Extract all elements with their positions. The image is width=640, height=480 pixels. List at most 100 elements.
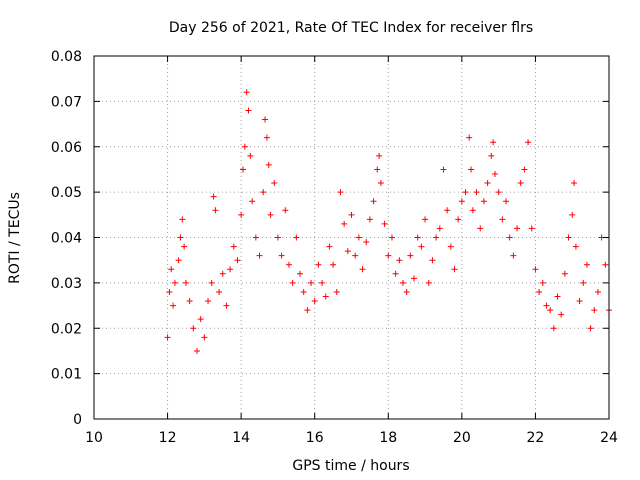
data-point	[230, 243, 237, 250]
data-point	[587, 325, 594, 332]
data-point	[282, 207, 289, 214]
data-point	[594, 288, 601, 295]
x-tick-label: 24	[600, 430, 618, 446]
x-tick-label: 14	[232, 430, 250, 446]
data-point	[528, 225, 535, 232]
data-point	[473, 189, 480, 196]
data-point	[366, 216, 373, 223]
data-point	[602, 261, 609, 268]
data-point	[247, 152, 254, 159]
data-point	[525, 139, 532, 146]
x-tick-label: 10	[85, 430, 103, 446]
data-point	[411, 275, 418, 282]
data-point	[558, 311, 565, 318]
y-tick-label: 0	[73, 412, 82, 428]
data-point	[488, 152, 495, 159]
data-point	[179, 216, 186, 223]
data-point	[374, 166, 381, 173]
data-point	[561, 270, 568, 277]
data-point	[571, 180, 578, 187]
x-axis-label: GPS time / hours	[292, 458, 409, 474]
data-point	[194, 347, 200, 354]
data-point	[422, 216, 429, 223]
y-tick-label: 0.08	[51, 49, 82, 65]
data-point	[400, 279, 406, 286]
data-point	[477, 225, 484, 232]
data-point	[466, 134, 473, 141]
data-point	[322, 293, 329, 300]
data-point	[219, 270, 226, 277]
data-point	[468, 166, 475, 173]
y-axis-label: ROTI / TECUs	[7, 192, 23, 284]
data-point	[543, 302, 550, 309]
data-point	[197, 316, 204, 323]
data-point	[403, 288, 410, 295]
data-point	[565, 234, 572, 241]
data-point	[388, 234, 395, 241]
y-tick-label: 0.01	[51, 367, 82, 383]
data-point	[238, 211, 245, 218]
chart-title: Day 256 of 2021, Rate Of TEC Index for r…	[169, 20, 533, 36]
data-point	[377, 180, 384, 187]
y-tick-label: 0.07	[51, 94, 82, 110]
data-point	[514, 225, 521, 232]
data-point	[186, 298, 193, 305]
data-point	[166, 288, 173, 295]
axis-ticks: 10 12 14 16 18 20 22 24 0 0.01 0.02 0.03 0.04 0.05 0.0…	[51, 49, 618, 446]
data-point	[344, 248, 351, 255]
data-point	[245, 107, 252, 114]
data-point	[227, 266, 234, 273]
data-point	[177, 234, 184, 241]
data-point	[252, 234, 259, 241]
data-point	[337, 189, 344, 196]
data-point	[532, 266, 539, 273]
data-point	[490, 139, 497, 146]
data-point	[300, 288, 307, 295]
x-tick-label: 18	[379, 430, 397, 446]
data-point	[547, 307, 554, 314]
data-point	[418, 243, 425, 250]
data-point	[256, 252, 263, 259]
data-point	[370, 198, 377, 205]
data-point	[190, 325, 197, 332]
data-point	[249, 198, 256, 205]
data-point	[569, 211, 576, 218]
data-point	[285, 261, 292, 268]
data-point	[239, 166, 246, 173]
grid-lines	[94, 56, 609, 419]
x-tick-label: 20	[453, 430, 471, 446]
data-point	[499, 216, 506, 223]
data-point	[506, 234, 513, 241]
data-point	[201, 334, 208, 341]
data-point	[591, 307, 598, 314]
data-point	[243, 89, 250, 96]
data-point	[458, 198, 465, 205]
data-point	[385, 252, 392, 259]
data-point	[429, 257, 436, 264]
y-tick-label: 0.05	[51, 185, 82, 201]
y-tick-label: 0.03	[51, 276, 82, 292]
data-point	[175, 257, 182, 264]
data-point	[392, 270, 399, 277]
data-point	[491, 170, 498, 177]
data-point	[451, 266, 458, 273]
y-tick-label: 0.02	[51, 321, 82, 337]
data-point	[444, 207, 451, 214]
data-point	[359, 266, 366, 273]
data-point	[396, 257, 403, 264]
data-point	[333, 288, 340, 295]
y-tick-label: 0.04	[51, 231, 82, 247]
data-point	[407, 252, 414, 259]
data-point	[260, 189, 267, 196]
data-point	[326, 243, 333, 250]
data-point	[536, 288, 543, 295]
data-point	[425, 279, 432, 286]
data-point	[263, 134, 270, 141]
data-point	[348, 211, 355, 218]
data-point	[583, 261, 590, 268]
data-point	[271, 180, 278, 187]
data-point	[414, 234, 421, 241]
y-tick-label: 0.06	[51, 140, 82, 156]
